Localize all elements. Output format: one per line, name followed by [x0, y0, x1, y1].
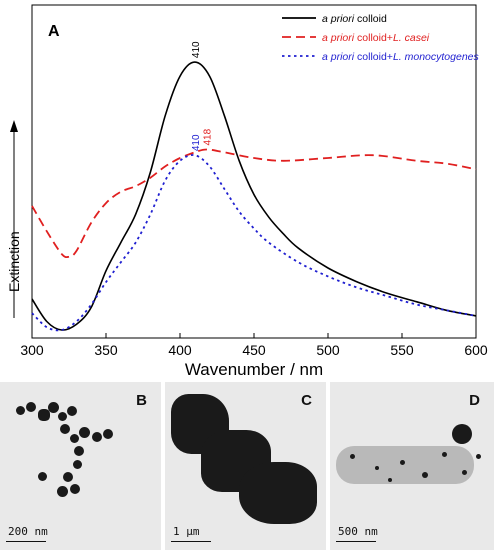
x-tick-label: 550	[390, 342, 414, 358]
scale-bar-label: 1 µm	[173, 525, 200, 538]
x-tick-label: 600	[464, 342, 488, 358]
scale-bar-label: 500 nm	[338, 525, 378, 538]
x-axis-ticks: 300 350 400 450 500 550 600	[20, 333, 488, 358]
y-axis-arrow	[10, 120, 18, 318]
tem-panel-d: D 500 nm	[330, 382, 494, 550]
y-axis-label: Extinction	[6, 231, 22, 292]
bacterium-cell	[336, 446, 474, 484]
legend-entry: a priori colloid+L. monocytogenes	[322, 51, 479, 63]
series-line-3	[31, 154, 477, 332]
peak-label: 410	[191, 134, 202, 151]
x-axis-label: Wavenumber / nm	[185, 360, 323, 379]
legend-entry: a priori colloid	[322, 13, 387, 25]
x-tick-label: 450	[242, 342, 266, 358]
x-tick-label: 400	[168, 342, 192, 358]
tem-panel-b: B 200 nm	[0, 382, 161, 550]
tem-panel-letter: C	[301, 392, 312, 409]
panel-label-a: A	[48, 23, 60, 40]
scale-bar	[336, 541, 376, 542]
legend: a priori colloid a priori colloid+L. case…	[282, 13, 479, 63]
tem-panel-letter: D	[469, 392, 480, 409]
peak-label: 418	[203, 128, 214, 145]
x-tick-label: 500	[316, 342, 340, 358]
tem-panel-c: C 1 µm	[165, 382, 326, 550]
scale-bar	[6, 541, 46, 542]
legend-entry: a priori colloid+L. casei	[322, 32, 430, 44]
peak-label: 410	[191, 41, 202, 58]
series-layer	[31, 61, 477, 332]
scale-bar	[171, 541, 211, 542]
scale-bar-label: 200 nm	[8, 525, 48, 538]
x-tick-label: 300	[20, 342, 44, 358]
tem-panel-letter: B	[136, 392, 147, 409]
spectrum-chart: A 300 350 400 450 500 550 600 Wavenumber / nm …	[6, 4, 488, 379]
x-tick-label: 350	[94, 342, 118, 358]
series-line-1	[31, 61, 477, 331]
